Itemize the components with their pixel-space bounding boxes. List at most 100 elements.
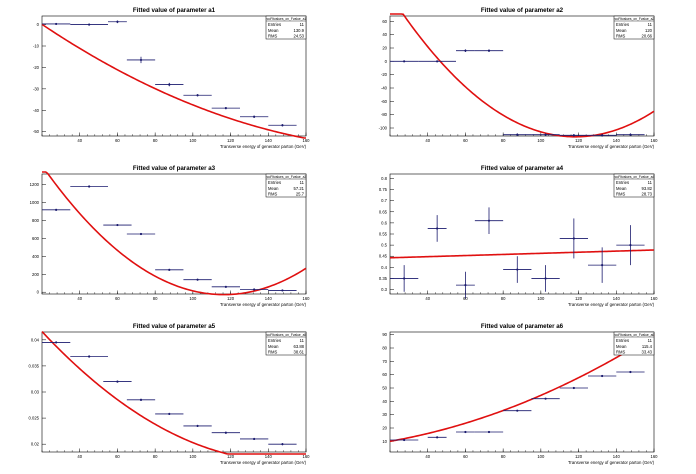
chart-panel-a2: Fitted value of parameter a2 40 60 80 100 120… — [348, 0, 696, 158]
stats-frame — [265, 15, 307, 40]
x-tick-label: 120 — [575, 138, 583, 143]
y-tick-label: 0.6 — [381, 220, 387, 225]
y-tick-label: 0.8 — [381, 176, 387, 181]
y-tick-label: 0 — [385, 59, 388, 64]
fit-curve — [41, 23, 307, 139]
point-marker — [168, 412, 171, 416]
point-marker — [196, 278, 199, 281]
data-point — [42, 341, 71, 344]
x-tick-label: 100 — [189, 454, 197, 459]
point-marker — [403, 277, 406, 280]
point-marker — [516, 133, 519, 136]
stats-header: rcoFitvalues_on_Fvalue_a5 — [266, 333, 307, 337]
chart-title: Fitted value of parameter a4 — [481, 165, 564, 172]
stats-value-rms: 28.73 — [642, 192, 653, 197]
x-tick-label: 60 — [463, 454, 468, 459]
data-point — [503, 133, 532, 136]
data-point — [183, 424, 212, 428]
y-tick-label: 50 — [382, 386, 387, 391]
fit-curve — [389, 249, 655, 259]
point-marker — [253, 288, 256, 291]
data-point — [474, 207, 504, 234]
point-marker — [281, 443, 284, 446]
point-marker — [487, 49, 491, 52]
point-marker — [629, 370, 632, 374]
x-tick-label: 40 — [425, 138, 430, 143]
point-marker — [487, 430, 491, 434]
chart-svg: Fitted value of parameter a6 40 60 80 100 120… — [382, 323, 658, 465]
y-tick-label: 1200 — [30, 182, 40, 187]
data-point — [70, 185, 108, 188]
y-tick-label: 0.035 — [29, 363, 40, 368]
chart-title: Fitted value of parameter a1 — [133, 7, 216, 14]
data-point — [503, 256, 532, 283]
point-marker — [196, 94, 199, 97]
data-point — [503, 409, 532, 412]
x-tick-label: 100 — [537, 296, 545, 301]
y-tick-label: 0.3 — [381, 287, 387, 292]
y-tick-label: 0 — [37, 22, 40, 27]
y-tick-label: -80 — [381, 112, 388, 117]
point-marker — [139, 232, 143, 236]
stats-label-entries: Entries — [616, 180, 629, 185]
x-tick-label: 140 — [613, 454, 621, 459]
point-marker — [487, 219, 491, 222]
stats-value-mean: 57.21 — [294, 186, 305, 191]
y-tick-label: 0.7 — [381, 198, 387, 203]
point-marker — [253, 115, 256, 118]
stats-label-mean: Mean — [616, 28, 627, 33]
data-point — [183, 278, 212, 281]
y-tick-label: 0.45 — [379, 254, 388, 259]
stats-label-mean: Mean — [268, 186, 279, 191]
point-marker — [253, 437, 256, 441]
y-tick-label: 0.4 — [381, 265, 387, 270]
point-marker — [601, 374, 604, 378]
stats-label-rms: RMS — [268, 34, 278, 39]
stats-value-rms: 25.7 — [296, 192, 305, 197]
stats-frame — [265, 331, 307, 356]
x-axis-label: Transverse energy of generator parton (G… — [220, 302, 307, 307]
x-tick-label: 80 — [501, 138, 506, 143]
x-tick-label: 60 — [463, 138, 468, 143]
y-tick-label: 40 — [382, 32, 387, 37]
y-tick-label: 70 — [382, 359, 387, 364]
y-tick-label: 400 — [32, 254, 40, 259]
y-tick-label: 10 — [382, 439, 387, 444]
y-tick-label: 0.025 — [29, 416, 40, 421]
y-tick-label: -20 — [381, 72, 388, 77]
data-point — [126, 56, 156, 64]
stats-frame — [265, 173, 307, 198]
chart-svg: Fitted value of parameter a4 40 60 80 100 120… — [379, 165, 658, 307]
chart-svg: Fitted value of parameter a3 40 60 80 100 120… — [30, 165, 310, 307]
data-point — [456, 430, 475, 434]
stats-label-mean: Mean — [616, 186, 627, 191]
x-tick-label: 60 — [463, 296, 468, 301]
y-tick-label: 0.04 — [31, 337, 40, 342]
data-point — [240, 288, 269, 291]
point-marker — [403, 438, 406, 442]
y-tick-label: 800 — [32, 218, 40, 223]
data-point — [588, 134, 617, 137]
point-marker — [139, 58, 143, 62]
point-marker — [572, 237, 575, 240]
data-point — [588, 247, 617, 283]
y-tick-label: 60 — [382, 372, 387, 377]
y-tick-label: 0.03 — [31, 390, 40, 395]
stats-value-mean: 130.9 — [294, 28, 305, 33]
point-marker — [168, 268, 171, 271]
x-tick-label: 40 — [425, 454, 430, 459]
y-tick-label: 20 — [382, 46, 387, 51]
point-marker — [516, 409, 519, 412]
x-tick-label: 40 — [77, 454, 82, 459]
stats-label-entries: Entries — [268, 338, 281, 343]
data-point — [42, 22, 71, 26]
fit-curve — [41, 331, 306, 455]
stats-label-rms: RMS — [268, 192, 278, 197]
data-point — [390, 60, 419, 63]
x-tick-label: 40 — [77, 296, 82, 301]
data-point — [155, 412, 184, 416]
point-marker — [436, 60, 439, 63]
chart-svg: Fitted value of parameter a1 40 60 80 100 120… — [33, 7, 310, 149]
stats-header: rcoFitvalues_on_Fvalue_a1 — [266, 17, 307, 21]
